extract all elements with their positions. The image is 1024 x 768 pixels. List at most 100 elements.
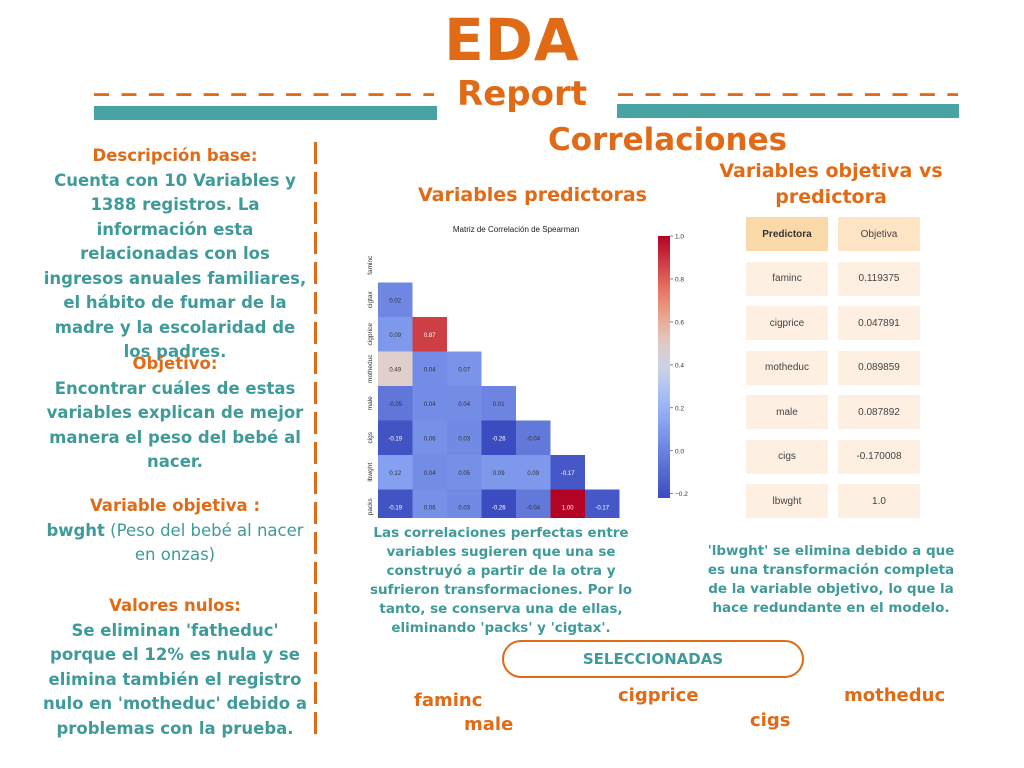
heatmap-cell-label: -0.04 <box>526 505 540 511</box>
heatmap-cell <box>412 489 447 518</box>
heatmap-cell <box>516 455 551 490</box>
column-separator <box>314 142 317 734</box>
heatmap-cell-label: 0.05 <box>458 471 470 477</box>
table-cell-value: 1.0 <box>838 484 920 518</box>
heatmap-cell <box>412 317 447 352</box>
heatmap-cell-label: -0.19 <box>388 505 402 511</box>
left-dash-decoration: _ _ _ _ _ _ _ _ _ _ _ _ _ _ _ _ _ <box>94 62 434 97</box>
heatmap-cell <box>447 351 482 386</box>
heatmap-row-label: cigs <box>367 431 374 443</box>
correlation-heatmap: Matriz de Correlación de Spearman 0.02 0.0… <box>367 225 688 518</box>
heatmap-cell <box>378 282 413 317</box>
section-title: Correlaciones <box>548 122 788 158</box>
table-cell-value: 0.087892 <box>838 395 920 429</box>
heatmap-cell-label: -0.19 <box>388 436 402 442</box>
heatmap-cell-label: 0.87 <box>424 333 436 339</box>
heatmap-cell-label: 0.07 <box>458 367 470 373</box>
table-cell-predictor: cigprice <box>746 306 828 340</box>
heatmap-cell-label: 0.09 <box>493 471 505 477</box>
heatmap-cell <box>481 386 516 421</box>
objective-block: Objetivo: Encontrar cuáles de estas vari… <box>40 352 310 475</box>
heatmap-cell-label: 0.03 <box>458 436 470 442</box>
table-header-predictora: Predictora <box>746 217 828 251</box>
heatmap-colorbar <box>658 236 670 498</box>
selected-variable-male: male <box>464 714 514 735</box>
table-cell-predictor: cigs <box>746 439 828 474</box>
heatmap-cell-label: 0.09 <box>527 471 539 477</box>
target-variable-name: bwght <box>46 520 105 540</box>
target-variable-heading: Variable objetiva : <box>89 496 261 515</box>
table-cell-value: 0.119375 <box>838 261 920 296</box>
colorbar-tick-label: −0.2 <box>675 491 688 498</box>
colorbar-tick-label: 0.8 <box>675 276 684 283</box>
table-cell-value: -0.170008 <box>838 439 920 474</box>
heatmap-cell-label: 0.02 <box>389 298 401 304</box>
table-section-title: Variables objetiva vs predictora <box>719 160 943 208</box>
heatmap-title: Matriz de Correlación de Spearman <box>453 225 579 234</box>
target-variable-description: (Peso del bebé al nacer en onzas) <box>104 520 304 565</box>
heatmap-cell-label: -0.26 <box>492 505 506 511</box>
null-values-block: Valores nulos: Se eliminan 'fatheduc' po… <box>40 594 310 741</box>
heatmap-cell <box>550 489 585 518</box>
table-note: 'lbwght' se elimina debido a que es una … <box>707 543 955 616</box>
left-teal-bar <box>94 106 437 120</box>
heatmap-row-label: cigprice <box>367 323 374 346</box>
description-block: Descripción base: Cuenta con 10 Variable… <box>40 144 310 365</box>
null-values-text: Se eliminan 'fatheduc' porque el 12% es … <box>43 620 307 738</box>
colorbar-tick-label: 0.6 <box>675 319 684 326</box>
heatmap-cell-label: 0.06 <box>424 505 436 511</box>
heatmap-cell <box>378 351 413 386</box>
heatmap-cell-label: -0.17 <box>595 505 609 511</box>
right-dash-decoration: _ _ _ _ _ _ _ _ _ _ _ _ _ _ _ _ _ <box>618 62 958 97</box>
selected-variable-cigs: cigs <box>750 710 791 731</box>
null-values-heading: Valores nulos: <box>109 596 241 615</box>
heatmap-cell-label: 0.12 <box>389 471 401 477</box>
heatmap-cell <box>378 386 413 421</box>
heatmap-row-label: male <box>367 396 374 410</box>
table-cell-predictor: lbwght <box>746 484 828 518</box>
heatmap-cell-label: 0.04 <box>424 471 436 477</box>
target-correlation-table: Predictora Objetiva faminc 0.119375 cigprice… <box>746 217 922 527</box>
heatmap-cell <box>516 420 551 455</box>
page-subtitle: Report <box>457 74 587 114</box>
heatmap-cell <box>447 489 482 518</box>
heatmap-cell-label: 0.49 <box>389 367 401 373</box>
table-cell-value: 0.047891 <box>838 306 920 340</box>
table-cell-predictor: motheduc <box>746 350 828 385</box>
heatmap-cell-label: 1.00 <box>562 505 574 511</box>
heatmap-cell <box>378 455 413 490</box>
heatmap-cell <box>378 317 413 352</box>
selected-variable-motheduc: motheduc <box>844 685 946 706</box>
heatmap-cell <box>412 386 447 421</box>
selected-variable-cigprice: cigprice <box>618 685 699 706</box>
objective-text: Encontrar cuáles de estas variables expl… <box>46 378 304 472</box>
heatmap-cell-label: 0.06 <box>424 436 436 442</box>
heatmap-row-label: faminc <box>367 255 374 275</box>
heatmap-cell-label: -0.26 <box>492 436 506 442</box>
colorbar-tick-label: 0.2 <box>675 405 684 412</box>
colorbar-tick-label: 0.0 <box>675 448 684 455</box>
right-teal-bar <box>617 104 959 118</box>
heatmap-row-label: lbwght <box>367 463 374 482</box>
heatmap-cell-label: 0.01 <box>493 402 505 408</box>
heatmap-cell-label: -0.17 <box>561 471 575 477</box>
heatmap-cell <box>378 420 413 455</box>
heatmap-cell <box>550 455 585 490</box>
heatmap-section-title: Variables predictoras <box>418 184 647 206</box>
heatmap-row-label: cigtax <box>367 291 374 309</box>
heatmap-note: Las correlaciones perfectas entre variab… <box>369 525 633 636</box>
table-cell-predictor: male <box>746 395 828 429</box>
heatmap-cell-label: 0.03 <box>458 505 470 511</box>
heatmap-cell <box>412 455 447 490</box>
table-cell-value: 0.089859 <box>838 350 920 385</box>
heatmap-cell <box>447 420 482 455</box>
description-text: Cuenta con 10 Variables y 1388 registros… <box>43 170 307 362</box>
heatmap-cell-label: 0.04 <box>458 402 470 408</box>
colorbar-tick-label: 1.0 <box>675 234 684 241</box>
heatmap-row-label: packs <box>367 498 374 516</box>
heatmap-cell <box>481 455 516 490</box>
heatmap-row-label: motheduc <box>367 354 374 383</box>
heatmap-cell <box>412 420 447 455</box>
target-variable-block: Variable objetiva : bwght (Peso del bebé… <box>40 494 310 568</box>
page-title: EDA <box>444 6 580 74</box>
